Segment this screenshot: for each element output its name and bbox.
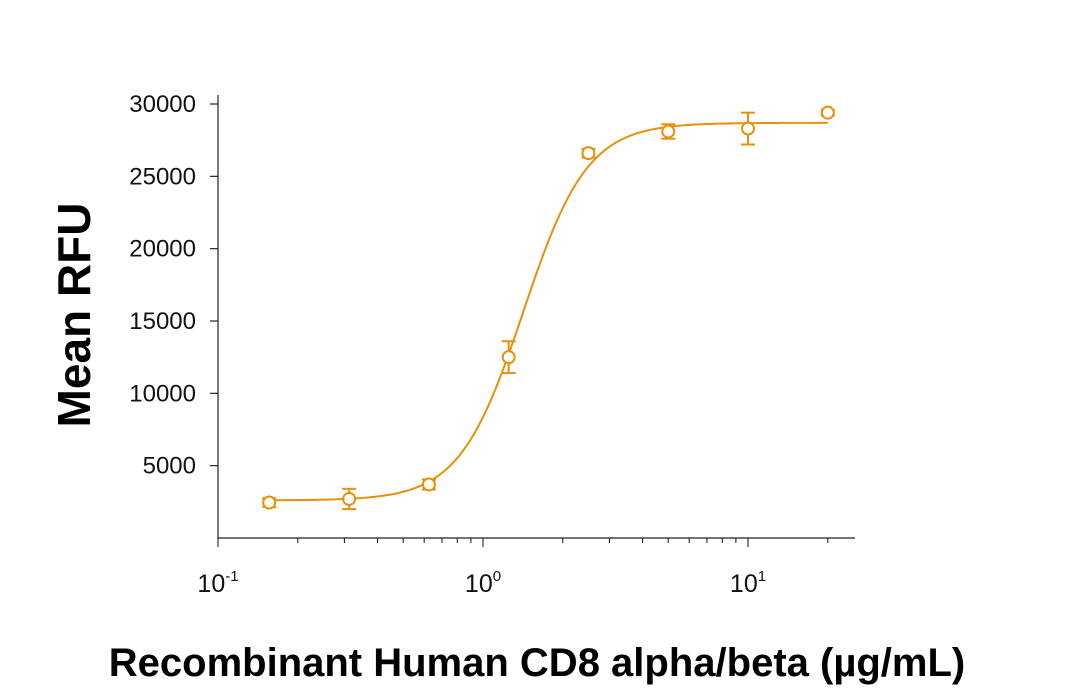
x-axis-title: Recombinant Human CD8 alpha/beta (µg/mL) xyxy=(109,641,965,685)
data-point xyxy=(820,105,835,120)
x-tick-label: 101 xyxy=(730,568,766,598)
y-tick-label: 25000 xyxy=(129,163,196,190)
x-tick-base: 10 xyxy=(197,570,225,598)
data-points xyxy=(262,105,835,511)
data-point xyxy=(581,146,596,161)
x-tick-exponent: 1 xyxy=(758,568,766,585)
axes xyxy=(217,95,855,539)
y-axis-title: Mean RFU xyxy=(48,203,100,428)
x-tick-base: 10 xyxy=(465,570,493,598)
point-marker xyxy=(661,124,676,139)
point-marker xyxy=(501,350,516,365)
data-point xyxy=(262,495,277,510)
x-tick-base: 10 xyxy=(730,570,758,598)
data-point xyxy=(342,487,357,511)
fit-curve xyxy=(269,121,828,502)
x-tick-label: 100 xyxy=(465,568,501,598)
data-point xyxy=(501,340,516,375)
point-marker xyxy=(421,477,436,492)
y-tick-label: 10000 xyxy=(129,380,196,407)
point-marker xyxy=(262,495,277,510)
y-tick-label: 30000 xyxy=(129,91,196,118)
y-tick-label: 20000 xyxy=(129,236,196,263)
point-marker xyxy=(820,105,835,120)
fit-curve-group xyxy=(269,121,828,502)
x-tick-exponent: -1 xyxy=(225,568,238,585)
y-tick-label: 15000 xyxy=(129,308,196,335)
y-axis-ticks: 5000 10000 15000 20000 25000 30000 xyxy=(129,91,218,480)
x-tick-exponent: 0 xyxy=(493,568,501,585)
y-tick-label: 5000 xyxy=(143,453,196,480)
data-point xyxy=(741,111,755,146)
point-marker xyxy=(342,491,357,506)
data-point xyxy=(421,477,436,492)
point-marker xyxy=(581,146,596,161)
x-axis-ticks: 10-1 100 101 xyxy=(197,538,829,598)
data-point xyxy=(661,123,676,140)
x-tick-label: 10-1 xyxy=(197,568,238,598)
point-marker xyxy=(741,121,755,136)
